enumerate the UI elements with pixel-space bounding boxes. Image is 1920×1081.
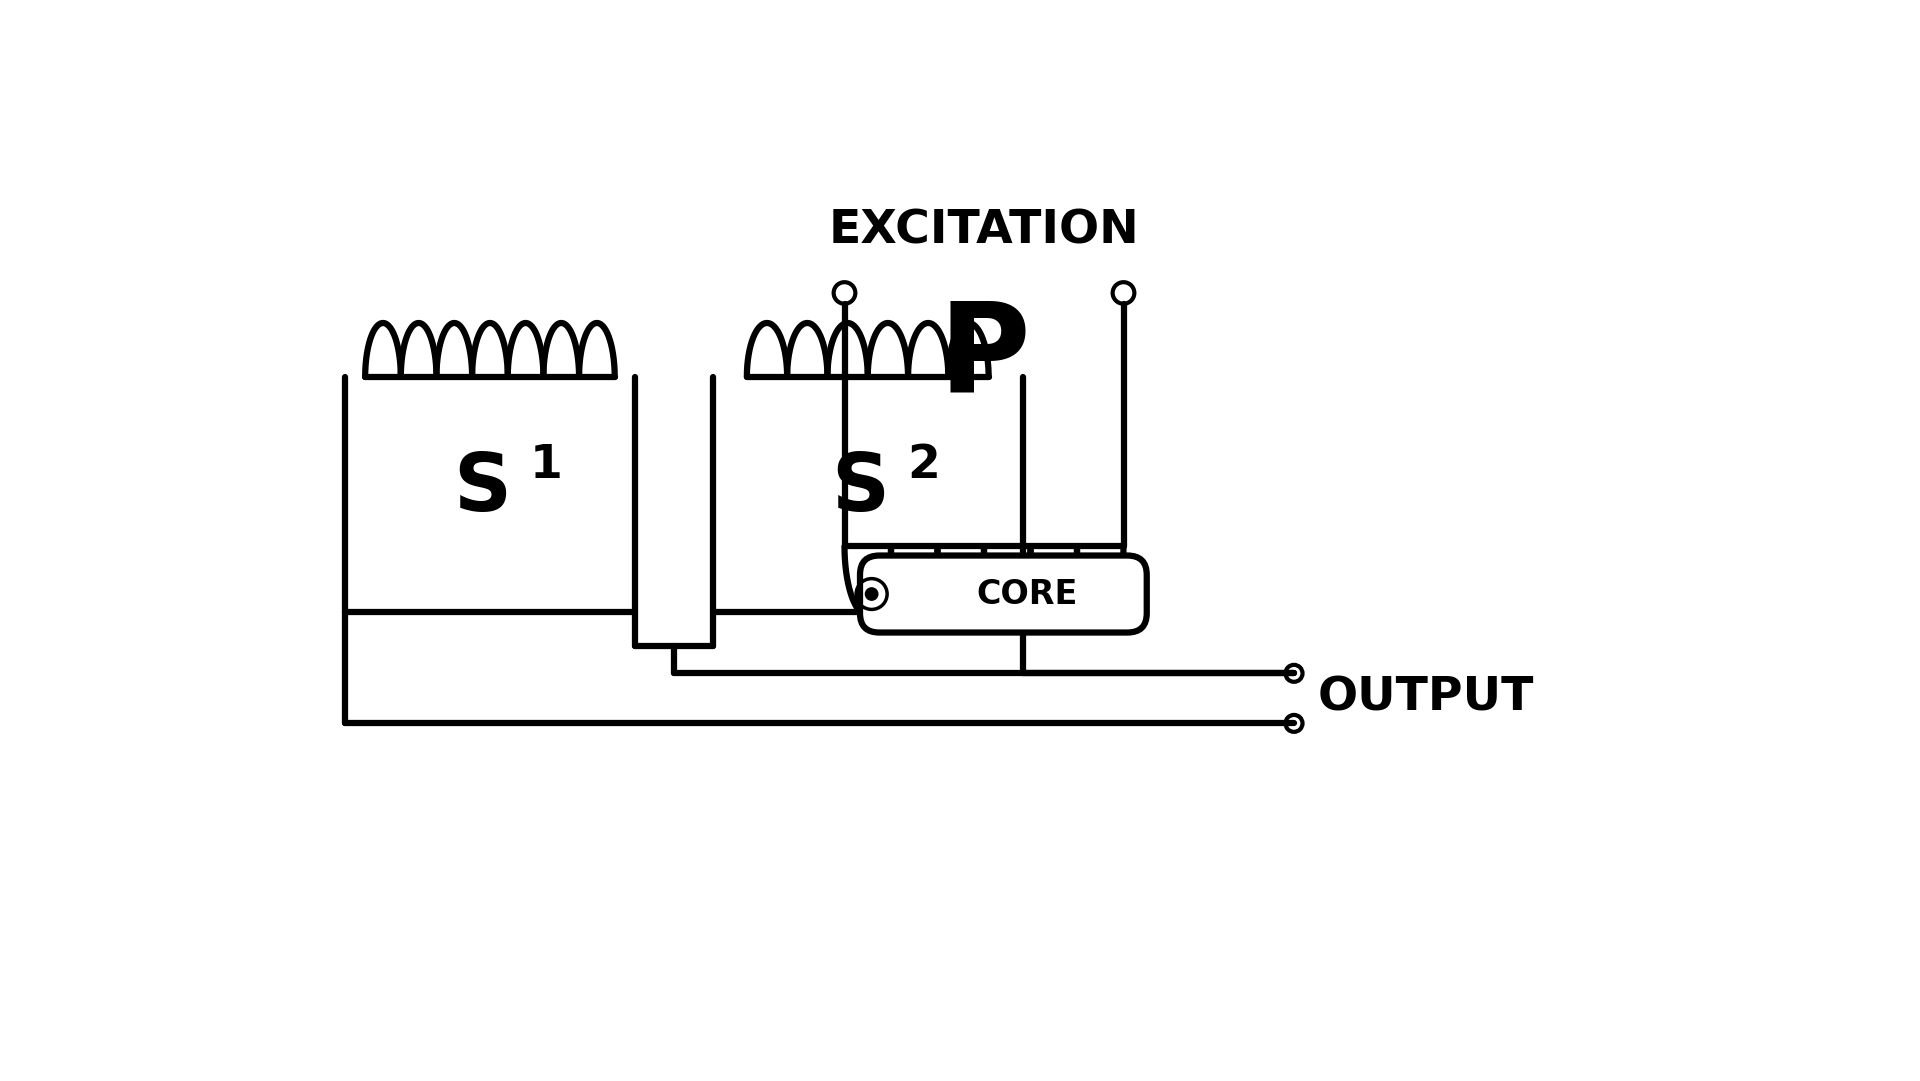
FancyBboxPatch shape	[860, 556, 1146, 632]
Text: S: S	[453, 450, 511, 528]
Text: S: S	[831, 450, 889, 528]
Text: CORE: CORE	[975, 577, 1077, 611]
Text: 1: 1	[530, 443, 563, 488]
Text: EXCITATION: EXCITATION	[829, 208, 1139, 253]
Text: OUTPUT: OUTPUT	[1317, 676, 1534, 721]
Text: 2: 2	[906, 443, 941, 488]
Text: P: P	[939, 297, 1029, 418]
Circle shape	[866, 588, 877, 600]
